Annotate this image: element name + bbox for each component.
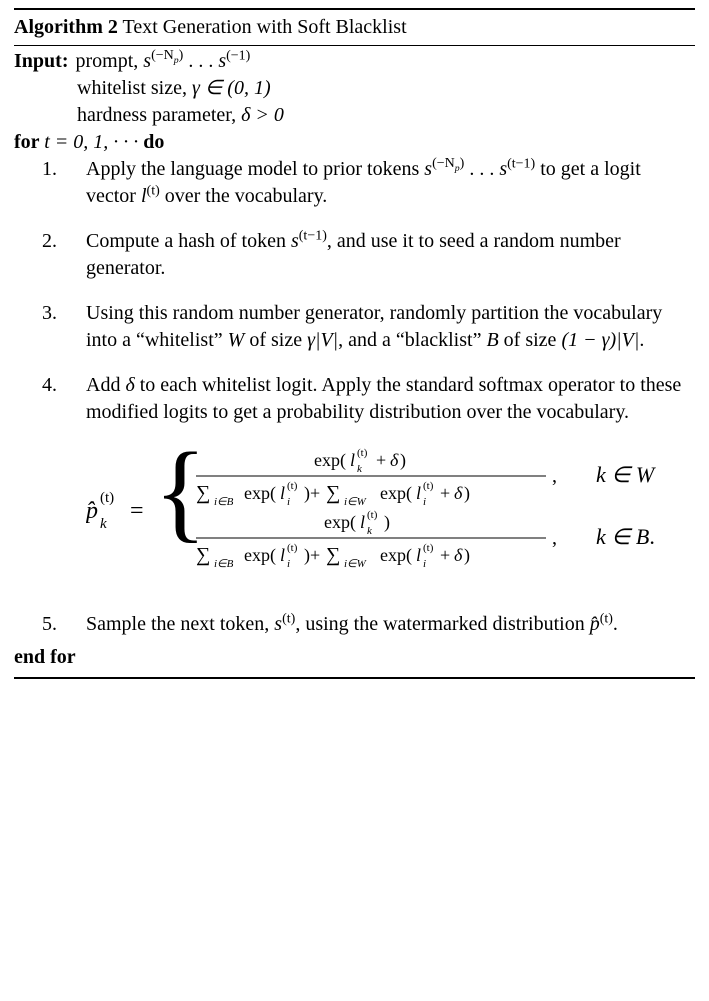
svg-text:): ) xyxy=(464,483,470,504)
svg-text:): ) xyxy=(384,512,390,533)
svg-text:): ) xyxy=(400,450,406,471)
svg-text:i: i xyxy=(287,558,290,570)
svg-text:exp(: exp( xyxy=(380,483,412,504)
svg-text:exp(: exp( xyxy=(314,450,346,471)
step-body: Compute a hash of token s(t−1), and use … xyxy=(86,228,695,282)
for-expr: t = 0, 1, · · · xyxy=(44,131,138,153)
svg-text:+: + xyxy=(440,545,450,565)
input-whitelist-text: whitelist size, xyxy=(77,77,192,99)
svg-text:∑: ∑ xyxy=(196,482,210,504)
step-1: 1. Apply the language model to prior tok… xyxy=(42,156,695,210)
input-label: Input: xyxy=(14,50,70,72)
svg-text:(t): (t) xyxy=(287,480,298,492)
svg-text:exp(: exp( xyxy=(324,512,356,533)
algorithm-block: Algorithm 2 Text Generation with Soft Bl… xyxy=(14,8,695,679)
svg-text:i∈W: i∈W xyxy=(344,496,367,508)
do-keyword: do xyxy=(138,131,164,153)
svg-text:(t): (t) xyxy=(423,542,434,554)
svg-text:i∈B: i∈B xyxy=(214,558,234,570)
algorithm-title: Text Generation with Soft Blacklist xyxy=(123,16,407,38)
input-line-1: Input: prompt, s(−Np) . . . s(−1) xyxy=(14,48,695,75)
input-hardness-text: hardness parameter, xyxy=(77,104,241,126)
svg-text:p̂: p̂ xyxy=(86,498,98,524)
svg-text:∑: ∑ xyxy=(326,544,340,566)
svg-text:)+: )+ xyxy=(304,545,320,566)
input-prompt-text: prompt, xyxy=(75,50,143,72)
svg-text:(t): (t) xyxy=(423,480,434,492)
step-list: 1. Apply the language model to prior tok… xyxy=(14,156,695,638)
svg-text:i: i xyxy=(423,558,426,570)
svg-text:(t): (t) xyxy=(367,509,378,521)
step-2: 2. Compute a hash of token s(t−1), and u… xyxy=(42,228,695,282)
input-hardness-math: δ > 0 xyxy=(241,104,284,126)
svg-text:): ) xyxy=(464,545,470,566)
svg-text:k: k xyxy=(100,516,107,532)
input-whitelist-math: γ ∈ (0, 1) xyxy=(192,77,271,99)
svg-text:l: l xyxy=(360,512,365,532)
svg-text:l: l xyxy=(280,483,285,503)
svg-text:+: + xyxy=(440,483,450,503)
step-4: 4. Add δ to each whitelist logit. Apply … xyxy=(42,372,695,593)
svg-text:exp(: exp( xyxy=(244,545,276,566)
step-body: Apply the language model to prior tokens… xyxy=(86,156,695,210)
svg-text:δ: δ xyxy=(454,483,463,503)
step-num: 5. xyxy=(42,611,86,638)
svg-text:exp(: exp( xyxy=(244,483,276,504)
step-body: Add δ to each whitelist logit. Apply the… xyxy=(86,372,696,593)
formula-block: p̂ (t) k = { exp( xyxy=(86,440,696,575)
step-5: 5. Sample the next token, s(t), using th… xyxy=(42,611,695,638)
svg-text:∑: ∑ xyxy=(326,482,340,504)
svg-text:k: k xyxy=(357,463,363,475)
endfor: end for xyxy=(14,644,695,671)
svg-text:)+: )+ xyxy=(304,483,320,504)
for-keyword: for xyxy=(14,131,44,153)
step-3: 3. Using this random number generator, r… xyxy=(42,300,695,354)
svg-text:i∈B: i∈B xyxy=(214,496,234,508)
svg-text:(t): (t) xyxy=(287,542,298,554)
svg-text:+: + xyxy=(376,450,386,470)
step-num: 2. xyxy=(42,228,86,282)
svg-text:=: = xyxy=(130,498,144,524)
svg-text:δ: δ xyxy=(454,545,463,565)
for-line: for t = 0, 1, · · · do xyxy=(14,129,695,156)
step-num: 4. xyxy=(42,372,86,593)
svg-text:k: k xyxy=(367,525,373,537)
svg-text:,: , xyxy=(552,465,557,487)
step-num: 3. xyxy=(42,300,86,354)
input-line-2: whitelist size, γ ∈ (0, 1) xyxy=(14,75,695,102)
step-num: 1. xyxy=(42,156,86,210)
svg-text:i∈W: i∈W xyxy=(344,558,367,570)
svg-text:l: l xyxy=(280,545,285,565)
svg-text:exp(: exp( xyxy=(380,545,412,566)
input-line-3: hardness parameter, δ > 0 xyxy=(14,102,695,129)
svg-text:l: l xyxy=(416,545,421,565)
svg-text:i: i xyxy=(287,496,290,508)
algorithm-title-row: Algorithm 2 Text Generation with Soft Bl… xyxy=(14,10,695,46)
step-body: Using this random number generator, rand… xyxy=(86,300,695,354)
formula-svg: p̂ (t) k = { exp( xyxy=(86,440,696,575)
svg-text:,: , xyxy=(552,527,557,549)
svg-text:(t): (t) xyxy=(100,490,114,506)
svg-text:(t): (t) xyxy=(357,447,368,459)
algorithm-body: Input: prompt, s(−Np) . . . s(−1) whitel… xyxy=(14,46,695,679)
svg-text:l: l xyxy=(350,450,355,470)
algorithm-number: Algorithm 2 xyxy=(14,16,118,38)
svg-text:i: i xyxy=(423,496,426,508)
input-prompt-math: s(−Np) . . . s(−1) xyxy=(143,50,250,72)
svg-text:δ: δ xyxy=(390,450,399,470)
svg-text:k ∈ W: k ∈ W xyxy=(596,462,656,487)
svg-text:∑: ∑ xyxy=(196,544,210,566)
svg-text:l: l xyxy=(416,483,421,503)
step-body: Sample the next token, s(t), using the w… xyxy=(86,611,695,638)
svg-text:k ∈ B.: k ∈ B. xyxy=(596,524,655,549)
